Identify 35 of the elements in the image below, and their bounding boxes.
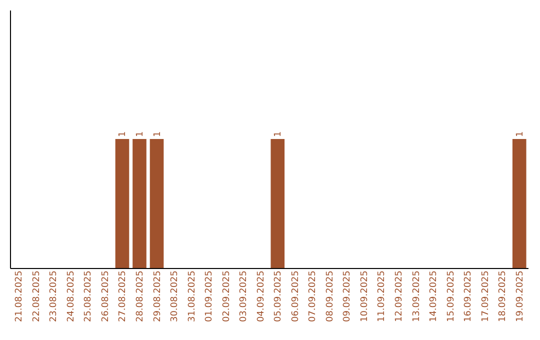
- x-tick-label: 03.09.2025: [239, 270, 250, 322]
- x-tick-label: 30.08.2025: [170, 270, 180, 322]
- data-label: 1: [515, 131, 526, 137]
- x-tick-label: 22.08.2025: [32, 270, 42, 322]
- x-tick-label: 26.08.2025: [100, 270, 111, 322]
- data-label: 1: [118, 131, 128, 137]
- x-tick-label: 09.09.2025: [342, 270, 353, 322]
- x-tick-label: 14.09.2025: [429, 270, 440, 322]
- x-tick-label: 02.09.2025: [222, 270, 232, 322]
- x-tick-label: 05.09.2025: [274, 270, 284, 322]
- x-tick-label: 25.08.2025: [84, 270, 94, 322]
- x-tick-label: 07.09.2025: [308, 270, 318, 322]
- x-tick-label: 29.08.2025: [152, 270, 163, 322]
- x-tick-label: 11.09.2025: [377, 270, 388, 322]
- x-tick-label: 31.08.2025: [187, 270, 198, 322]
- x-tick-label: 21.08.2025: [14, 270, 25, 322]
- data-label: 1: [136, 131, 146, 137]
- x-tick-label: 04.09.2025: [256, 270, 266, 322]
- x-tick-label: 27.08.2025: [118, 270, 128, 322]
- x-tick-label: 24.08.2025: [66, 270, 76, 322]
- data-label: 1: [274, 131, 284, 137]
- x-tick-label: 13.09.2025: [412, 270, 422, 322]
- x-tick-label: 19.09.2025: [515, 270, 526, 322]
- data-label: 1: [152, 131, 163, 137]
- x-tick-label: 06.09.2025: [290, 270, 301, 322]
- x-tick-label: 17.09.2025: [480, 270, 491, 322]
- x-tick-label: 28.08.2025: [136, 270, 146, 322]
- x-tick-label: 01.09.2025: [204, 270, 215, 322]
- x-tick-label: 12.09.2025: [394, 270, 404, 322]
- x-tick-label: 15.09.2025: [446, 270, 456, 322]
- x-tick-label: 10.09.2025: [360, 270, 370, 322]
- x-tick-label: 08.09.2025: [325, 270, 336, 322]
- x-tick-label: 18.09.2025: [498, 270, 508, 322]
- x-tick-label: 23.08.2025: [49, 270, 60, 322]
- x-tick-label: 16.09.2025: [464, 270, 474, 322]
